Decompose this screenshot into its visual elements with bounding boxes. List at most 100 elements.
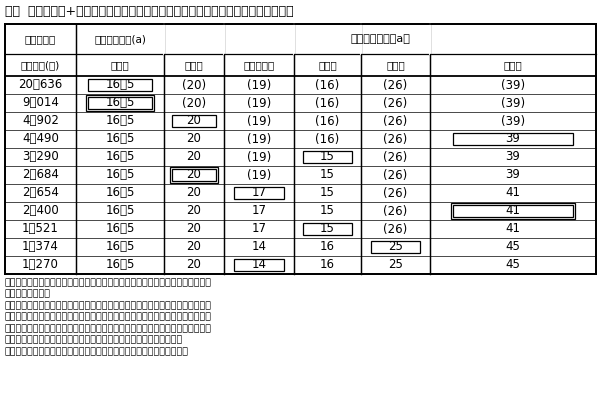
Text: ね　ぎ: ね ぎ [386, 60, 405, 70]
Text: 里いも: 里いも [318, 60, 337, 70]
Bar [451, 203, 575, 219]
Text: 露地作付面積（a）: 露地作付面積（a） [350, 34, 410, 44]
Text: 20: 20 [186, 150, 201, 163]
Text: (19): (19) [247, 79, 271, 92]
Text: 41: 41 [505, 186, 520, 199]
Text: 表２  施設イチゴ+露地野菜モデルにおける各作物の作付面積と堆肥価格負担限界額: 表２ 施設イチゴ+露地野菜モデルにおける各作物の作付面積と堆肥価格負担限界額 [5, 5, 294, 18]
Text: 14: 14 [251, 241, 266, 254]
Text: 16．5: 16．5 [105, 186, 135, 199]
Text: 16．5: 16．5 [105, 241, 135, 254]
Text: 14: 14 [251, 258, 266, 271]
Text: 堆肥価格(円): 堆肥価格(円) [21, 60, 60, 70]
Text: ごぼう: ごぼう [185, 60, 203, 70]
Text: (26): (26) [383, 132, 407, 145]
Bar [88, 97, 151, 109]
Text: (19): (19) [247, 150, 271, 163]
Text: 25: 25 [388, 241, 403, 254]
Text: 16．5: 16．5 [105, 150, 135, 163]
Text: 15: 15 [320, 223, 335, 236]
Text: (26): (26) [383, 79, 407, 92]
Text: イチゴ: イチゴ [111, 60, 129, 70]
Text: 39: 39 [505, 150, 520, 163]
Bar [172, 169, 216, 181]
Text: 16: 16 [320, 258, 335, 271]
Text: トン当たり: トン当たり [25, 34, 56, 44]
Text: 1，270: 1，270 [22, 258, 59, 271]
Text: 25: 25 [388, 258, 403, 271]
Text: 作付を示す。: 作付を示す。 [5, 289, 51, 299]
Text: 20: 20 [186, 241, 201, 254]
Bar [172, 115, 216, 127]
Bar [234, 259, 284, 271]
Text: ３．露地には上記以外に堆肥無施用の甘藷、加工大根の作付がある。: ３．露地には上記以外に堆肥無施用の甘藷、加工大根の作付がある。 [5, 347, 189, 356]
Text: 20: 20 [186, 132, 201, 145]
Text: (26): (26) [383, 115, 407, 128]
Text: 施設作付面積(a): 施設作付面積(a) [94, 34, 146, 44]
Text: 45: 45 [505, 241, 520, 254]
Bar [5, 24, 596, 274]
Text: 注１．作付面積のうち（　）のない数値は堆肥利用、（　）は堆肥無施用による: 注１．作付面積のうち（ ）のない数値は堆肥利用、（ ）は堆肥無施用による [5, 278, 212, 287]
Bar [304, 151, 352, 163]
Text: 41: 41 [505, 223, 520, 236]
Text: 17: 17 [251, 223, 266, 236]
Text: (26): (26) [383, 186, 407, 199]
Bar [171, 167, 218, 183]
Text: 15: 15 [320, 186, 335, 199]
Text: 利益係数を計画モデル設定より３％減の場合の負担限界である。: 利益係数を計画モデル設定より３％減の場合の負担限界である。 [5, 336, 183, 344]
Bar [87, 94, 154, 111]
Text: 16．5: 16．5 [105, 168, 135, 181]
Text: 2，684: 2，684 [22, 168, 59, 181]
Text: 17: 17 [251, 186, 266, 199]
Text: (26): (26) [383, 168, 407, 181]
Text: (39): (39) [501, 97, 525, 110]
Text: (26): (26) [383, 97, 407, 110]
Text: 20: 20 [186, 258, 201, 271]
Text: 20: 20 [186, 186, 201, 199]
Text: 45: 45 [505, 258, 520, 271]
Text: 16．5: 16．5 [105, 115, 135, 128]
Text: 1．374: 1．374 [22, 241, 59, 254]
Text: 1，521: 1，521 [22, 223, 59, 236]
Text: (26): (26) [383, 223, 407, 236]
Text: 3，290: 3，290 [22, 150, 59, 163]
Text: (16): (16) [316, 97, 340, 110]
Bar [234, 187, 284, 200]
Text: (19): (19) [247, 168, 271, 181]
Text: 20: 20 [186, 223, 201, 236]
Text: 20，636: 20，636 [19, 79, 63, 92]
Text: (26): (26) [383, 150, 407, 163]
Text: 17: 17 [251, 205, 266, 218]
Text: 2，400: 2，400 [22, 205, 59, 218]
Text: 20: 20 [186, 168, 201, 181]
Text: (16): (16) [316, 115, 340, 128]
Text: 堆肥価格が当該作物の堆肥価格負担限界額を示す。なお、二重の文字囲いは: 堆肥価格が当該作物の堆肥価格負担限界額を示す。なお、二重の文字囲いは [5, 312, 212, 321]
Text: 落花生: 落花生 [504, 60, 522, 70]
Text: 根しょうが: 根しょうが [243, 60, 275, 70]
Text: 9，014: 9，014 [22, 97, 59, 110]
Text: (16): (16) [316, 79, 340, 92]
Text: 4，902: 4，902 [22, 115, 59, 128]
Text: 4，490: 4，490 [22, 132, 59, 145]
Text: 16．5: 16．5 [105, 258, 135, 271]
Text: (26): (26) [383, 205, 407, 218]
Text: (39): (39) [501, 115, 525, 128]
Text: 各作物の収益（利益係数）が計画モデルで設定した水準、二重の文字囲いは: 各作物の収益（利益係数）が計画モデルで設定した水準、二重の文字囲いは [5, 324, 212, 333]
Text: 15: 15 [320, 168, 335, 181]
Text: (39): (39) [501, 79, 525, 92]
Text: ２．各作物の堆肥利用による作付面積で，文字囲に該当する表則のトン当たり: ２．各作物の堆肥利用による作付面積で，文字囲に該当する表則のトン当たり [5, 301, 212, 310]
Bar [304, 223, 352, 235]
Text: (20): (20) [182, 79, 206, 92]
Bar [88, 79, 151, 91]
Text: (19): (19) [247, 97, 271, 110]
Text: 39: 39 [505, 132, 520, 145]
Bar [371, 241, 420, 253]
Text: 16: 16 [320, 241, 335, 254]
Text: 16．5: 16．5 [105, 205, 135, 218]
Text: 39: 39 [505, 168, 520, 181]
Text: 20: 20 [186, 115, 201, 128]
Text: 15: 15 [320, 205, 335, 218]
Text: 16．5: 16．5 [105, 97, 135, 110]
Bar [453, 133, 573, 145]
Text: 15: 15 [320, 150, 335, 163]
Text: (20): (20) [182, 97, 206, 110]
